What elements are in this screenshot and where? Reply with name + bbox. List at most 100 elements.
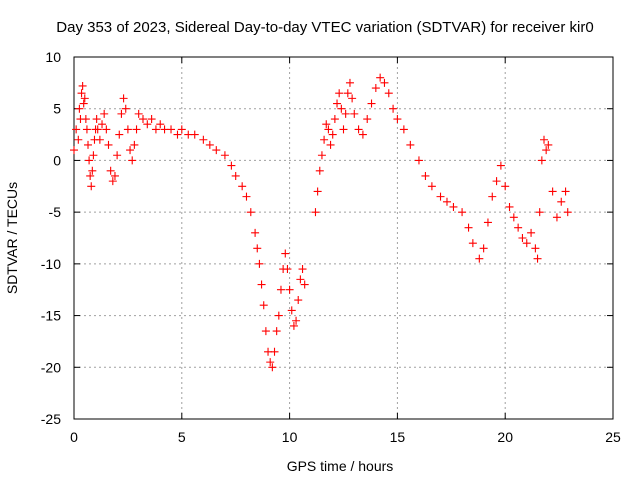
data-point: [261, 327, 270, 336]
data-point: [294, 296, 303, 305]
data-point: [78, 81, 87, 90]
data-point: [313, 187, 322, 196]
data-point: [266, 358, 275, 367]
data-point: [238, 182, 247, 191]
data-point: [300, 280, 309, 289]
data-point: [156, 120, 165, 129]
data-point: [367, 99, 376, 108]
data-point: [496, 161, 505, 170]
data-point: [384, 89, 393, 98]
data-point: [333, 99, 342, 108]
data-point: [335, 89, 344, 98]
data-point: [134, 109, 143, 118]
data-point: [354, 125, 363, 134]
data-point: [320, 135, 329, 144]
data-point: [80, 94, 89, 103]
data-point: [535, 208, 544, 217]
data-point: [147, 115, 156, 124]
data-point: [117, 109, 126, 118]
data-point: [464, 223, 473, 232]
data-point: [328, 130, 337, 139]
data-point: [123, 125, 132, 134]
data-point: [533, 254, 542, 263]
data-point: [173, 130, 182, 139]
data-point: [70, 146, 78, 155]
data-point: [324, 125, 333, 134]
data-point: [281, 249, 290, 258]
x-tick-label: 15: [390, 429, 406, 445]
data-point: [106, 166, 115, 175]
data-point: [86, 171, 95, 180]
data-point: [102, 125, 111, 134]
data-point: [74, 135, 83, 144]
data-point: [177, 125, 186, 134]
data-point: [88, 166, 97, 175]
data-point: [108, 177, 117, 186]
data-point: [205, 140, 214, 149]
data-point: [317, 151, 326, 160]
x-tick-label: 20: [497, 429, 513, 445]
data-point: [522, 239, 531, 248]
data-point: [393, 115, 402, 124]
data-point: [92, 115, 101, 124]
x-tick-label: 5: [178, 429, 186, 445]
y-tick-label: 0: [53, 152, 61, 168]
data-point: [505, 202, 514, 211]
data-point: [72, 125, 81, 134]
data-point: [126, 146, 135, 155]
y-tick-label: 5: [53, 101, 61, 117]
data-point: [93, 125, 102, 134]
data-point: [199, 135, 208, 144]
data-point: [552, 213, 561, 222]
data-point: [380, 78, 389, 87]
data-point: [544, 140, 553, 149]
data-point: [518, 234, 527, 242]
data-point: [557, 197, 566, 206]
data-point: [449, 202, 458, 211]
data-point: [542, 146, 551, 155]
data-point: [257, 280, 266, 289]
data-point: [468, 239, 477, 248]
data-point: [84, 140, 93, 149]
x-tick-label: 0: [70, 429, 78, 445]
data-point: [104, 140, 113, 149]
data-point: [151, 125, 160, 134]
data-point: [272, 327, 281, 336]
data-point: [289, 321, 298, 330]
data-point: [311, 208, 320, 217]
data-point: [527, 228, 536, 237]
data-point: [458, 208, 467, 217]
data-point: [75, 104, 84, 113]
data-point: [79, 99, 88, 108]
x-tick-label: 10: [282, 429, 298, 445]
data-point: [548, 187, 557, 196]
data-point: [268, 363, 277, 372]
data-point: [119, 94, 128, 103]
data-point: [376, 73, 385, 82]
data-point: [337, 104, 346, 113]
data-point: [89, 151, 98, 160]
data-point: [414, 156, 423, 165]
data-point: [399, 125, 408, 134]
data-point: [121, 104, 130, 113]
data-point: [190, 130, 199, 139]
data-point: [563, 208, 572, 217]
data-point: [436, 192, 445, 201]
data-point: [421, 171, 430, 180]
axis-ticks: 0 5 10 15 20 25 -25 -20 -15 -10 -5 0 5 10: [41, 49, 621, 445]
data-point: [492, 177, 501, 186]
data-point: [343, 89, 352, 98]
data-point: [259, 301, 268, 310]
data-point: [81, 115, 90, 124]
data-point: [138, 115, 147, 124]
y-tick-label: -5: [49, 204, 62, 220]
data-point: [242, 192, 251, 201]
data-point: [345, 78, 354, 87]
data-point: [276, 285, 285, 294]
y-tick-label: -25: [41, 411, 61, 427]
data-point: [341, 109, 350, 118]
data-point: [561, 187, 570, 196]
data-point: [389, 104, 398, 113]
data-point: [442, 197, 451, 206]
